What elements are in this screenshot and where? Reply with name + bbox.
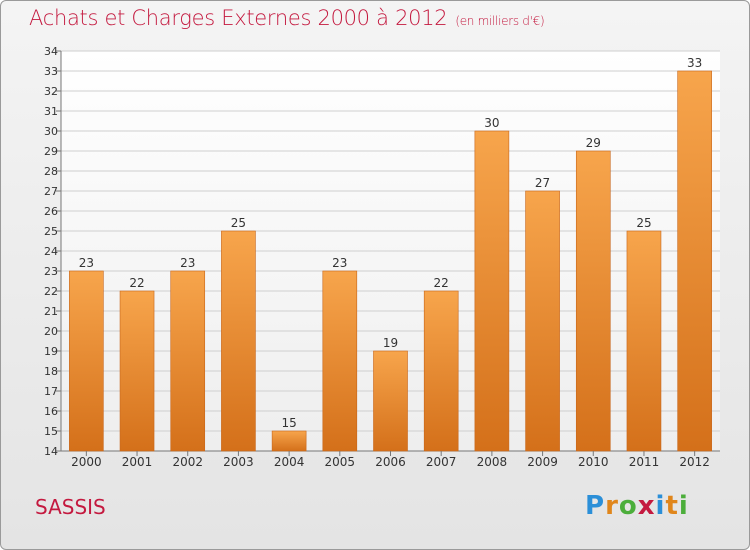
bar (322, 270, 358, 452)
y-tick-label: 14 (44, 445, 58, 458)
chart-title: Achats et Charges Externes 2000 à 2012 (e… (29, 6, 545, 30)
logo-letter: x (637, 491, 656, 521)
logo-letter: t (665, 491, 679, 521)
y-tick-label: 20 (44, 325, 58, 338)
y-tick-label: 29 (44, 145, 58, 158)
x-tick-label: 2012 (679, 455, 710, 469)
data-label: 27 (535, 176, 550, 190)
y-tick-label: 31 (44, 105, 58, 118)
x-tick-label: 2005 (325, 455, 356, 469)
logo-letter: r (605, 491, 619, 521)
y-tick-label: 24 (44, 245, 58, 258)
y-tick-label: 19 (44, 345, 58, 358)
bar (677, 70, 712, 452)
x-tick-label: 2003 (223, 455, 254, 469)
data-label: 23 (79, 256, 94, 270)
data-label: 23 (180, 256, 195, 270)
y-tick-label: 27 (44, 185, 58, 198)
logo-letter: o (618, 491, 638, 521)
title-unit: (en milliers d'€) (455, 14, 545, 28)
data-label: 19 (383, 336, 398, 350)
data-label: 25 (231, 216, 246, 230)
x-tick-label: 2006 (375, 455, 406, 469)
x-tick-label: 2009 (527, 455, 558, 469)
y-tick-label: 23 (44, 265, 58, 278)
bar (525, 190, 560, 452)
bar-chart: 14 15 16 17 18 19 20 21 22 23 24 25 26 27 28 29 30 31 32 33… (44, 45, 720, 469)
bar (626, 230, 662, 452)
y-tick-label: 32 (44, 85, 58, 98)
x-tick-label: 2000 (71, 455, 102, 469)
logo-letter: i (678, 491, 689, 521)
data-label: 33 (687, 56, 702, 70)
bar (271, 430, 307, 452)
data-label: 29 (586, 136, 601, 150)
data-label: 25 (636, 216, 651, 230)
x-tick-label: 2007 (426, 455, 457, 469)
data-label: 23 (332, 256, 347, 270)
proxiti-logo: Proxiti (585, 491, 689, 521)
y-tick-label: 30 (44, 125, 58, 138)
data-label: 22 (434, 276, 449, 290)
bar (221, 230, 256, 452)
title-text: Achats et Charges Externes 2000 à 2012 (29, 6, 448, 30)
x-tick-label: 2001 (122, 455, 153, 469)
bar (474, 130, 510, 452)
data-label: 15 (281, 416, 296, 430)
y-tick-label: 18 (44, 365, 58, 378)
y-tick-label: 28 (44, 165, 58, 178)
x-tick-label: 2010 (578, 455, 609, 469)
y-tick-label: 34 (44, 45, 58, 58)
bar (575, 150, 611, 452)
bar (170, 270, 206, 452)
y-tick-label: 21 (44, 305, 58, 318)
y-tick-label: 22 (44, 285, 58, 298)
data-label: 22 (129, 276, 144, 290)
y-tick-label: 17 (44, 385, 58, 398)
y-tick-label: 26 (44, 205, 58, 218)
bar (423, 290, 459, 452)
y-tick-label: 33 (44, 65, 58, 78)
logo-letter: i (655, 491, 666, 521)
y-tick-label: 25 (44, 225, 58, 238)
place-label: SASSIS (35, 495, 106, 519)
bar (373, 350, 408, 452)
x-tick-label: 2011 (629, 455, 660, 469)
bar (119, 290, 155, 452)
data-label: 30 (484, 116, 499, 130)
x-tick-label: 2004 (274, 455, 305, 469)
y-tick-label: 15 (44, 425, 58, 438)
logo-letter: P (585, 491, 606, 521)
x-tick-label: 2002 (172, 455, 203, 469)
y-tick-label: 16 (44, 405, 58, 418)
x-tick-label: 2008 (477, 455, 508, 469)
bar (69, 270, 104, 452)
